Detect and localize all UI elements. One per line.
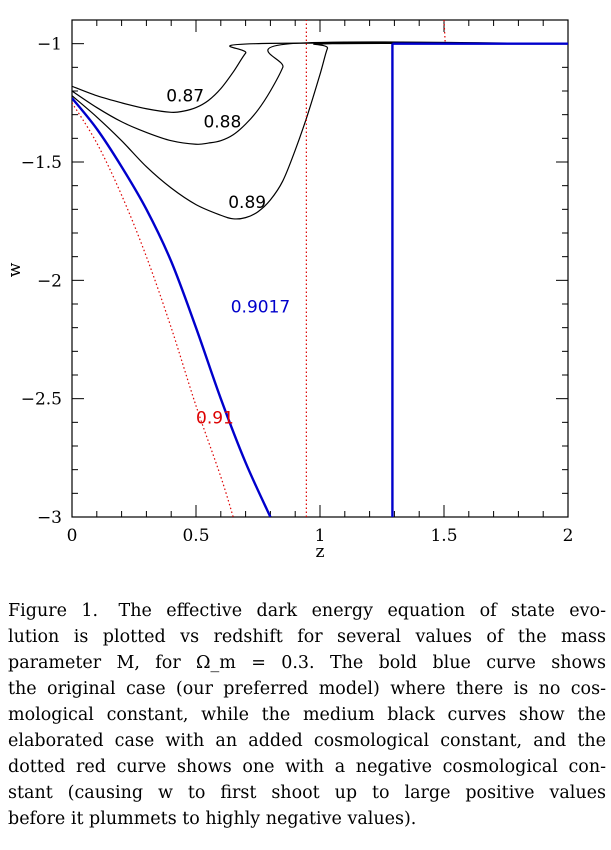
- caption-line-3: the original case (our preferred model) …: [8, 679, 606, 699]
- figure-caption: Figure 1. The effective dark energy equa…: [8, 598, 606, 832]
- series-label-0.91: 0.91: [196, 409, 234, 429]
- series-line-0.89: [72, 42, 568, 220]
- y-axis-title: w: [5, 262, 25, 277]
- caption-line-4: mological constant, while the medium bla…: [8, 705, 606, 725]
- caption-line-1: lution is plotted vs redshift for severa…: [8, 627, 606, 647]
- x-tick-label: 1: [315, 526, 326, 546]
- series-line-0.91: [72, 102, 234, 517]
- caption-line-6: dotted red curve shows one with a negati…: [8, 757, 606, 777]
- caption-line-7: stant (causing w to first shoot up to la…: [8, 783, 606, 803]
- x-tick-label: 0.5: [182, 526, 209, 546]
- y-tick-label: −1.5: [21, 153, 62, 173]
- series-line-0.88: [72, 41, 568, 145]
- series-label-0.9017: 0.9017: [231, 297, 290, 317]
- x-axis-title: z: [316, 542, 325, 562]
- series-label-0.88: 0.88: [203, 113, 241, 133]
- series-label-0.89: 0.89: [228, 193, 266, 213]
- caption-line: Figure 1. The effective dark energy equa…: [8, 598, 606, 624]
- series-label-0.87: 0.87: [166, 87, 204, 107]
- ticks: [71, 19, 569, 518]
- curve-labels: 0.87 0.88 0.89 0.9017 0.91: [166, 87, 290, 429]
- caption-label: Figure 1.: [8, 601, 99, 621]
- y-tick-label: −3: [37, 508, 62, 528]
- curves: [72, 20, 568, 517]
- x-tick-label: 1.5: [430, 526, 457, 546]
- caption-line-8: before it plummets to highly negative va…: [8, 809, 417, 829]
- tick-labels: 0 0.5 1 1.5 2 −1 −1.5 −2 −2.5 −3: [21, 35, 574, 546]
- series-line-0.87: [72, 42, 568, 113]
- plot: 0 0.5 1 1.5 2 −1 −1.5 −2 −2.5 −3 0.87 0.88 0.89 0.90…: [5, 19, 574, 562]
- series-line-0.9017: [72, 97, 272, 517]
- caption-line-2: parameter M, for Ω_m = 0.3. The bold blu…: [8, 653, 606, 673]
- figure: 0 0.5 1 1.5 2 −1 −1.5 −2 −2.5 −3 0.87 0.88 0.89 0.90…: [5, 19, 574, 562]
- plot-frame: [71, 19, 569, 518]
- y-tick-label: −2: [37, 271, 62, 291]
- x-tick-label: 0: [67, 526, 78, 546]
- caption-line-0: The effective dark energy equation of st…: [118, 601, 606, 621]
- y-tick-label: −1: [37, 35, 62, 55]
- caption-line-5: elaborated case with an added cosmologic…: [8, 731, 606, 751]
- x-tick-label: 2: [563, 526, 574, 546]
- y-tick-label: −2.5: [21, 390, 62, 410]
